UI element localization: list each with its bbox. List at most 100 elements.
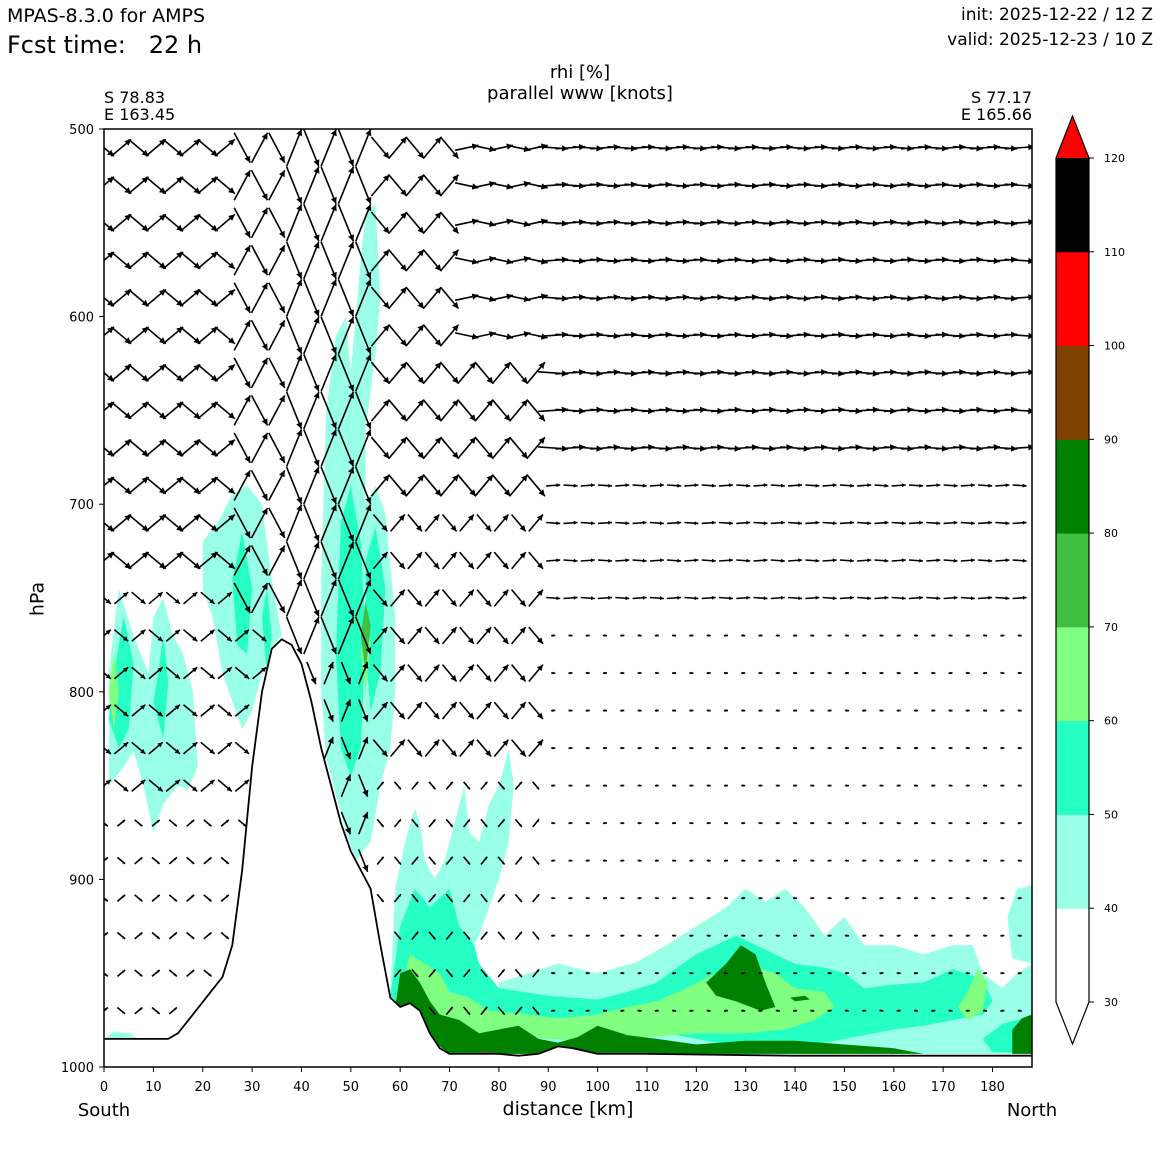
wind-vector-head (967, 746, 970, 750)
wind-vector (1000, 746, 1005, 750)
wind-vector (896, 709, 901, 712)
wind-vector (340, 774, 352, 798)
wind-vector (1017, 746, 1022, 750)
wind-vector-head (898, 746, 901, 750)
wind-vector-head (621, 671, 625, 675)
wind-vector (285, 466, 303, 505)
wind-vector (182, 666, 198, 680)
wind-vector-head (467, 664, 474, 671)
wind-vector (948, 821, 953, 825)
wind-vector (285, 429, 303, 467)
wind-vector (372, 513, 389, 532)
wind-vector (672, 784, 677, 787)
wind-vector (983, 821, 988, 825)
wind-vector (268, 545, 286, 576)
wind-vector-head (919, 558, 923, 563)
wind-vector (411, 856, 419, 866)
wind-vector-head (296, 196, 303, 204)
wind-vector-head (1028, 294, 1032, 301)
wind-vector-head (742, 934, 746, 937)
wind-vector (168, 931, 178, 940)
wind-vector-head (536, 786, 540, 790)
wind-vector (285, 166, 303, 205)
wind-vector-head (279, 230, 285, 238)
wind-vector-head (587, 709, 590, 712)
wind-vector-head (811, 1009, 815, 1012)
wind-vector (862, 821, 867, 825)
wind-vector-head (625, 483, 630, 488)
wind-vector-head (1005, 558, 1010, 563)
wind-vector-head (502, 664, 509, 671)
wind-vector-head (725, 1009, 728, 1013)
wind-vector-head (261, 418, 268, 426)
wind-vector (128, 401, 150, 420)
wind-vector (179, 476, 201, 495)
wind-vector (252, 629, 267, 642)
wind-vector (978, 520, 993, 525)
wind-vector (528, 739, 544, 758)
wind-vector (879, 934, 884, 937)
wind-vector (793, 896, 798, 900)
wind-vector (285, 204, 303, 242)
wind-vector-head (243, 704, 250, 710)
x-tick-label: 60 (392, 1080, 409, 1095)
wind-vector (354, 166, 372, 205)
wind-vector (839, 483, 854, 488)
wind-vector-head (122, 819, 126, 823)
wind-vector (637, 896, 642, 900)
wind-vector-head (742, 896, 746, 900)
wind-vector (775, 634, 780, 637)
wind-vector (268, 507, 286, 539)
colorbar-tick-label: 60 (1104, 715, 1118, 728)
wind-vector-head (486, 399, 494, 407)
wind-vector (250, 582, 269, 614)
wind-vector (1004, 332, 1032, 340)
wind-vector-head (536, 562, 543, 569)
wind-vector-shaft (354, 204, 372, 242)
wind-vector (424, 551, 440, 570)
wind-vector-shaft (303, 616, 320, 655)
wind-vector-head (261, 132, 268, 140)
wind-vector (654, 746, 659, 750)
wind-vector-head (538, 437, 545, 444)
wind-vector (110, 476, 132, 495)
wind-vector-head (711, 483, 716, 488)
wind-vector-head (604, 934, 607, 937)
wind-vector-head (228, 514, 235, 521)
wind-vector (528, 664, 544, 683)
wind-vector-head (1028, 332, 1032, 340)
wind-vector-head (815, 558, 820, 563)
right-lat: S 77.17 (970, 88, 1032, 107)
wind-vector (179, 438, 201, 457)
wind-vector-head (313, 159, 320, 167)
wind-vector-head (573, 558, 578, 563)
wind-vector-head (794, 1009, 798, 1013)
wind-vector (510, 739, 527, 758)
wind-vector (179, 213, 201, 232)
wind-vector (620, 934, 625, 938)
wind-vector (303, 429, 320, 467)
wind-vector (337, 466, 355, 505)
wind-vector-head (484, 931, 488, 935)
wind-vector-head (296, 647, 303, 655)
wind-vector-head (432, 936, 436, 940)
wind-vector (723, 934, 729, 938)
wind-vector-head (244, 470, 251, 478)
wind-vector-head (794, 634, 798, 637)
wind-vector-head (608, 520, 612, 525)
wind-vector-head (901, 596, 906, 601)
wind-vector (585, 971, 590, 975)
wind-vector (827, 934, 832, 938)
wind-vector-head (967, 859, 970, 862)
wind-vector (844, 934, 849, 937)
wind-vector-head (502, 637, 509, 644)
wind-vector-head (552, 784, 556, 787)
wind-vector (597, 520, 613, 525)
wind-vector-head (811, 971, 815, 975)
wind-vector-head (330, 579, 337, 587)
wind-vector-head (569, 896, 573, 900)
wind-vector (793, 971, 798, 975)
wind-vector (844, 746, 849, 750)
wind-vector (268, 319, 286, 351)
